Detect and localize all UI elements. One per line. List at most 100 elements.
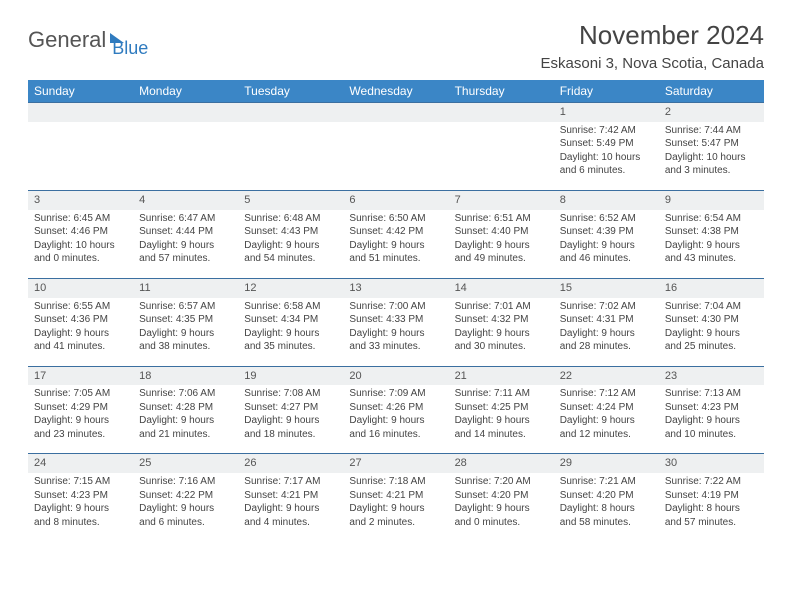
daylight-text: Daylight: 9 hours and 16 minutes. [349, 414, 442, 441]
sunrise-text: Sunrise: 7:44 AM [665, 124, 758, 138]
day-detail-cell: Sunrise: 7:42 AMSunset: 5:49 PMDaylight:… [554, 122, 659, 191]
day-number-cell: 4 [133, 190, 238, 209]
daylight-text: Daylight: 9 hours and 23 minutes. [34, 414, 127, 441]
daylight-text: Daylight: 9 hours and 28 minutes. [560, 327, 653, 354]
sunrise-text: Sunrise: 6:50 AM [349, 212, 442, 226]
weekday-header: Sunday [28, 80, 133, 103]
sunset-text: Sunset: 4:32 PM [455, 313, 548, 327]
sunset-text: Sunset: 4:35 PM [139, 313, 232, 327]
sunrise-text: Sunrise: 7:02 AM [560, 300, 653, 314]
day-number-cell: 21 [449, 366, 554, 385]
daylight-text: Daylight: 9 hours and 30 minutes. [455, 327, 548, 354]
day-number-cell: 15 [554, 278, 659, 297]
sunrise-text: Sunrise: 6:52 AM [560, 212, 653, 226]
sunrise-text: Sunrise: 6:55 AM [34, 300, 127, 314]
day-detail-cell: Sunrise: 7:44 AMSunset: 5:47 PMDaylight:… [659, 122, 764, 191]
sunset-text: Sunset: 4:31 PM [560, 313, 653, 327]
day-number-cell: 10 [28, 278, 133, 297]
daylight-text: Daylight: 9 hours and 49 minutes. [455, 239, 548, 266]
sunrise-text: Sunrise: 6:57 AM [139, 300, 232, 314]
day-number-cell: 1 [554, 103, 659, 122]
sunset-text: Sunset: 4:30 PM [665, 313, 758, 327]
daylight-text: Daylight: 9 hours and 10 minutes. [665, 414, 758, 441]
day-number-row: 24252627282930 [28, 454, 764, 473]
day-detail-cell: Sunrise: 6:45 AMSunset: 4:46 PMDaylight:… [28, 210, 133, 279]
day-number-cell: 3 [28, 190, 133, 209]
daylight-text: Daylight: 9 hours and 6 minutes. [139, 502, 232, 529]
day-number-row: 3456789 [28, 190, 764, 209]
day-number-cell: 28 [449, 454, 554, 473]
day-detail-cell: Sunrise: 6:51 AMSunset: 4:40 PMDaylight:… [449, 210, 554, 279]
day-number-cell: 24 [28, 454, 133, 473]
sunrise-text: Sunrise: 6:45 AM [34, 212, 127, 226]
sunrise-text: Sunrise: 7:06 AM [139, 387, 232, 401]
daylight-text: Daylight: 8 hours and 58 minutes. [560, 502, 653, 529]
sunrise-text: Sunrise: 7:20 AM [455, 475, 548, 489]
day-number-cell: 11 [133, 278, 238, 297]
sunrise-text: Sunrise: 7:12 AM [560, 387, 653, 401]
day-number-cell [28, 103, 133, 122]
sunset-text: Sunset: 4:19 PM [665, 489, 758, 503]
day-detail-cell: Sunrise: 7:02 AMSunset: 4:31 PMDaylight:… [554, 298, 659, 367]
day-number-cell: 14 [449, 278, 554, 297]
day-number-cell: 5 [238, 190, 343, 209]
day-number-cell: 9 [659, 190, 764, 209]
day-detail-row: Sunrise: 7:05 AMSunset: 4:29 PMDaylight:… [28, 385, 764, 454]
sunrise-text: Sunrise: 7:22 AM [665, 475, 758, 489]
weekday-header-row: SundayMondayTuesdayWednesdayThursdayFrid… [28, 80, 764, 103]
sunrise-text: Sunrise: 7:11 AM [455, 387, 548, 401]
weekday-header: Friday [554, 80, 659, 103]
sunset-text: Sunset: 4:25 PM [455, 401, 548, 415]
daylight-text: Daylight: 9 hours and 33 minutes. [349, 327, 442, 354]
day-number-cell: 16 [659, 278, 764, 297]
sunset-text: Sunset: 4:42 PM [349, 225, 442, 239]
day-detail-cell: Sunrise: 6:55 AMSunset: 4:36 PMDaylight:… [28, 298, 133, 367]
day-detail-cell: Sunrise: 7:08 AMSunset: 4:27 PMDaylight:… [238, 385, 343, 454]
sunrise-text: Sunrise: 7:09 AM [349, 387, 442, 401]
sunrise-text: Sunrise: 7:42 AM [560, 124, 653, 138]
sunrise-text: Sunrise: 6:58 AM [244, 300, 337, 314]
sunset-text: Sunset: 4:29 PM [34, 401, 127, 415]
sunrise-text: Sunrise: 7:17 AM [244, 475, 337, 489]
day-number-cell: 6 [343, 190, 448, 209]
location: Eskasoni 3, Nova Scotia, Canada [541, 55, 764, 72]
day-number-cell: 17 [28, 366, 133, 385]
daylight-text: Daylight: 9 hours and 38 minutes. [139, 327, 232, 354]
daylight-text: Daylight: 9 hours and 21 minutes. [139, 414, 232, 441]
day-number-cell: 12 [238, 278, 343, 297]
day-number-cell: 2 [659, 103, 764, 122]
day-detail-row: Sunrise: 6:45 AMSunset: 4:46 PMDaylight:… [28, 210, 764, 279]
daylight-text: Daylight: 9 hours and 0 minutes. [455, 502, 548, 529]
sunrise-text: Sunrise: 6:47 AM [139, 212, 232, 226]
daylight-text: Daylight: 9 hours and 18 minutes. [244, 414, 337, 441]
title-block: November 2024 Eskasoni 3, Nova Scotia, C… [541, 20, 764, 72]
sunset-text: Sunset: 4:43 PM [244, 225, 337, 239]
daylight-text: Daylight: 9 hours and 12 minutes. [560, 414, 653, 441]
day-detail-cell: Sunrise: 7:11 AMSunset: 4:25 PMDaylight:… [449, 385, 554, 454]
daylight-text: Daylight: 9 hours and 8 minutes. [34, 502, 127, 529]
sunset-text: Sunset: 4:34 PM [244, 313, 337, 327]
sunrise-text: Sunrise: 6:54 AM [665, 212, 758, 226]
logo-text-general: General [28, 27, 106, 53]
day-detail-cell [238, 122, 343, 191]
weekday-header: Thursday [449, 80, 554, 103]
sunset-text: Sunset: 4:40 PM [455, 225, 548, 239]
day-detail-cell: Sunrise: 6:52 AMSunset: 4:39 PMDaylight:… [554, 210, 659, 279]
daylight-text: Daylight: 10 hours and 6 minutes. [560, 151, 653, 178]
weekday-header: Wednesday [343, 80, 448, 103]
day-detail-cell: Sunrise: 7:04 AMSunset: 4:30 PMDaylight:… [659, 298, 764, 367]
sunset-text: Sunset: 4:21 PM [244, 489, 337, 503]
sunset-text: Sunset: 4:28 PM [139, 401, 232, 415]
calendar-table: SundayMondayTuesdayWednesdayThursdayFrid… [28, 80, 764, 541]
day-number-row: 17181920212223 [28, 366, 764, 385]
day-detail-cell: Sunrise: 6:54 AMSunset: 4:38 PMDaylight:… [659, 210, 764, 279]
day-detail-cell: Sunrise: 7:13 AMSunset: 4:23 PMDaylight:… [659, 385, 764, 454]
daylight-text: Daylight: 9 hours and 43 minutes. [665, 239, 758, 266]
day-detail-cell: Sunrise: 6:57 AMSunset: 4:35 PMDaylight:… [133, 298, 238, 367]
sunrise-text: Sunrise: 7:18 AM [349, 475, 442, 489]
day-number-cell: 23 [659, 366, 764, 385]
day-detail-cell: Sunrise: 7:18 AMSunset: 4:21 PMDaylight:… [343, 473, 448, 541]
day-detail-cell: Sunrise: 7:20 AMSunset: 4:20 PMDaylight:… [449, 473, 554, 541]
sunset-text: Sunset: 4:20 PM [455, 489, 548, 503]
day-detail-cell: Sunrise: 6:48 AMSunset: 4:43 PMDaylight:… [238, 210, 343, 279]
